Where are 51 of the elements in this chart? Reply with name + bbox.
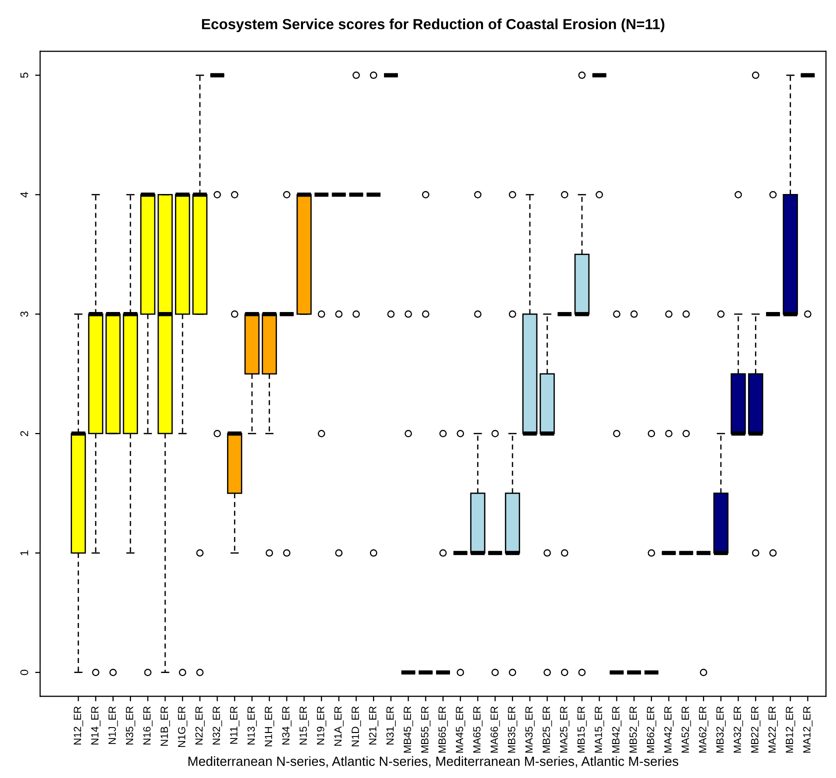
x-tick-label: N16_ER — [143, 706, 153, 745]
x-tick-label: N1H_ER — [264, 706, 274, 746]
x-tick-label: N13_ER — [247, 706, 257, 745]
x-tick-label: MB35_ER — [508, 706, 518, 753]
x-tick-label: MB15_ER — [577, 706, 587, 753]
y-tick-label: 3 — [20, 312, 28, 317]
chart-title: Ecosystem Service scores for Reduction of Coastal Erosion (N=11) — [202, 18, 664, 32]
x-tick-label: MB22_ER — [751, 706, 760, 753]
x-tick-label: MB52_ER — [629, 706, 639, 753]
x-tick-label: MA25_ER — [560, 706, 570, 753]
x-tick-label: MA22_ER — [768, 706, 778, 753]
x-tick-label: N19_ER — [316, 706, 326, 745]
x-tick-label: MB12_ER — [786, 706, 796, 753]
x-tick-label: MA65_ER — [473, 706, 483, 753]
x-tick-label: MB42_ER — [612, 706, 622, 753]
x-tick-label: MB45_ER — [404, 706, 414, 753]
x-tick-label: MA52_ER — [682, 706, 691, 753]
x-tick-label: N1J_ER — [108, 706, 118, 744]
x-tick-label: N22_ER — [195, 706, 205, 745]
y-tick-label: 0 — [20, 670, 28, 676]
x-tick-label: N1D_ER — [352, 706, 361, 746]
x-tick-label: N15_ER — [300, 706, 309, 745]
x-tick-label: N21_ER — [368, 706, 378, 745]
x-tick-label: MB65_ER — [438, 706, 448, 753]
x-tick-label: N1B_ER — [160, 706, 170, 746]
x-tick-label: N34_ER — [282, 706, 292, 745]
x-tick-label: N11_ER — [230, 706, 240, 744]
y-tick-label: 1 — [20, 550, 28, 556]
y-tick-label: 2 — [20, 431, 28, 436]
x-tick-label: MA32_ER — [734, 706, 744, 753]
x-tick-label: MA62_ER — [698, 706, 708, 753]
x-axis-title: Mediterranean N-series, Atlantic N-series, Mediterranean M-series, Atlantic M-series — [188, 756, 678, 768]
x-tick-label: N35_ER — [126, 706, 136, 745]
x-tick-label: N12_ER — [74, 706, 84, 745]
x-tick-label: MB25_ER — [542, 706, 552, 753]
x-tick-label: N1A_ER — [334, 706, 344, 746]
x-tick-label: MA15_ER — [594, 706, 604, 753]
x-tick-label: MA66_ER — [490, 706, 500, 753]
x-tick-label: N32_ER — [212, 706, 222, 745]
x-tick-label: N14_ER — [91, 706, 100, 745]
x-tick-label: MB32_ER — [716, 706, 726, 753]
x-tick-label: N31_ER — [386, 706, 396, 745]
x-tick-label: MA12_ER — [803, 706, 812, 753]
y-tick-label: 4 — [20, 192, 28, 198]
x-tick-label: N1G_ER — [178, 706, 188, 747]
x-tick-label: MB62_ER — [646, 706, 656, 753]
x-tick-label: MA35_ER — [525, 706, 535, 753]
x-tick-label: MB55_ER — [421, 706, 430, 753]
y-tick-label: 5 — [20, 72, 28, 78]
x-tick-label: MA45_ER — [456, 706, 466, 753]
x-tick-label: MA42_ER — [664, 706, 674, 753]
